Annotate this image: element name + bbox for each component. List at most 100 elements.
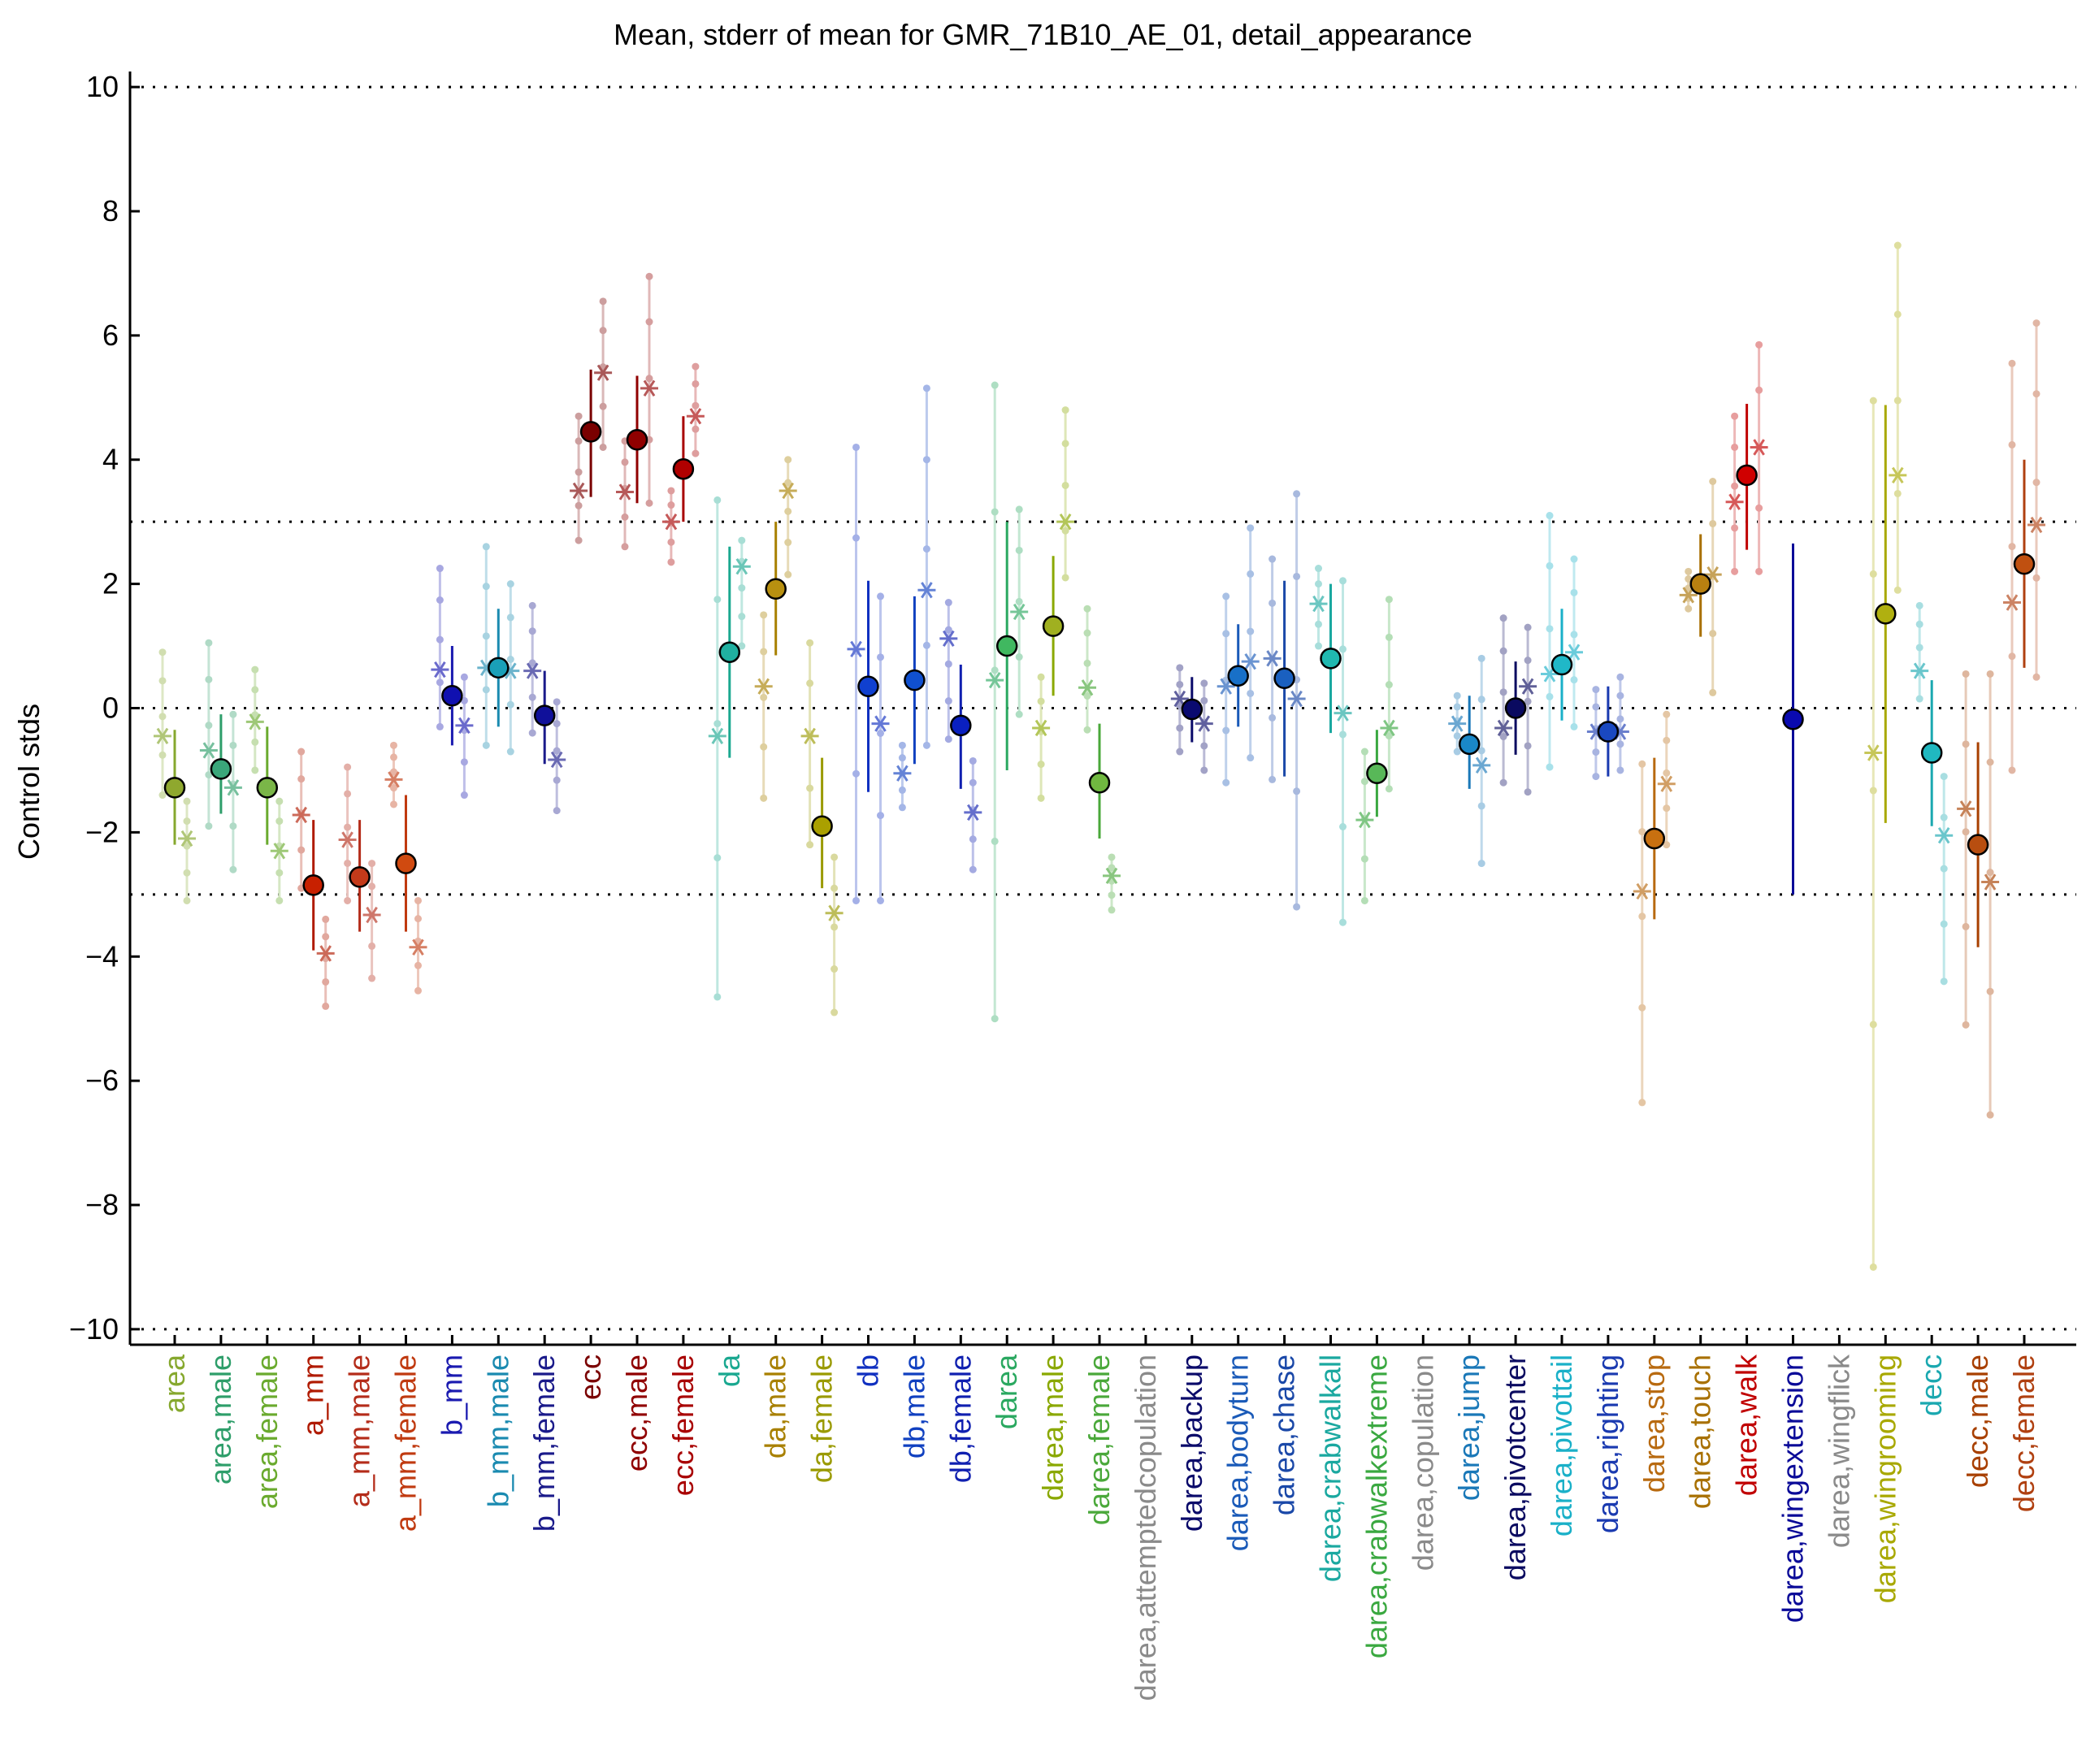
sample-point-1 — [1499, 733, 1507, 741]
mean-point — [441, 684, 463, 707]
sample-point-1 — [991, 381, 999, 389]
mean-point — [1597, 721, 1620, 743]
sample-point-1 — [1315, 565, 1322, 573]
sample-point-1 — [621, 458, 629, 466]
sample-point-1 — [1685, 575, 1693, 583]
subgroup-mean-2 — [1241, 653, 1260, 670]
sample-point-2 — [922, 545, 930, 553]
sample-point-1 — [2008, 543, 2016, 551]
sample-point-1 — [1869, 397, 1877, 405]
sample-point-2 — [1616, 673, 1624, 681]
sample-point-2 — [1293, 572, 1301, 580]
sample-point-1 — [667, 501, 675, 509]
sample-point-1 — [1360, 778, 1368, 786]
sample-point-1 — [390, 753, 397, 761]
sample-point-2 — [553, 776, 561, 784]
sample-point-1 — [1869, 787, 1877, 795]
sample-point-1 — [944, 735, 952, 743]
sample-point-2 — [738, 613, 746, 621]
category-group — [1541, 512, 1583, 771]
subgroup-mean-1 — [2003, 594, 2021, 611]
sample-point-2 — [368, 882, 376, 891]
x-tick-label: da — [713, 1354, 746, 1387]
sample-point-1 — [667, 487, 675, 495]
axes — [128, 72, 2076, 1346]
subgroup-mean-1 — [1078, 679, 1096, 696]
subgroup-mean-1 — [1679, 587, 1698, 604]
y-ticks: 10 8 6 4 2 0 −2 −4 −6 −8 −10 — [69, 70, 140, 1346]
x-tick-label: a_mm,female — [389, 1354, 423, 1532]
sample-point-2 — [1940, 920, 1948, 928]
sample-point-2 — [645, 375, 653, 383]
sample-point-1 — [1037, 761, 1045, 769]
sample-point-2 — [599, 443, 607, 451]
sample-point-2 — [738, 642, 746, 650]
sample-point-2 — [1570, 555, 1578, 563]
sample-point-2 — [1893, 397, 1902, 405]
subgroup-mean-1 — [292, 806, 310, 824]
x-tick-label: darea,righting — [1591, 1354, 1624, 1533]
sample-point-2 — [645, 499, 653, 507]
subgroup-mean-1 — [939, 630, 958, 648]
sample-point-2 — [1061, 406, 1069, 414]
sample-point-2 — [1061, 527, 1069, 535]
sample-point-1 — [205, 771, 213, 779]
sample-point-2 — [830, 1008, 839, 1016]
sample-point-1 — [158, 677, 167, 685]
sample-point-2 — [1247, 689, 1255, 697]
mean-point — [765, 578, 787, 600]
sample-point-2 — [1108, 864, 1116, 872]
category-group — [1957, 670, 2000, 1119]
sample-point-2 — [1293, 787, 1301, 795]
sample-point-2 — [183, 896, 191, 904]
mean-point — [163, 777, 186, 799]
sample-point-2 — [1940, 977, 1948, 986]
category-group — [1448, 654, 1491, 868]
sample-point-1 — [1360, 748, 1368, 756]
mean-point — [395, 852, 417, 874]
sample-point-2 — [1385, 785, 1393, 793]
subgroup-mean-1 — [986, 671, 1004, 689]
sample-point-1 — [760, 648, 768, 656]
sample-point-2 — [1385, 732, 1393, 740]
sample-point-1 — [1315, 620, 1322, 628]
sample-point-1 — [1546, 692, 1554, 700]
sample-point-1 — [158, 648, 167, 657]
sample-point-1 — [852, 534, 860, 542]
sample-point-2 — [1663, 710, 1671, 718]
sample-point-1 — [1731, 524, 1739, 532]
sample-point-1 — [852, 769, 860, 778]
mean-point — [1320, 648, 1342, 670]
sample-point-1 — [1869, 1021, 1877, 1029]
category-group — [1032, 406, 1075, 802]
x-tick-label: ecc — [574, 1354, 607, 1400]
y-tick-label: −10 — [69, 1312, 119, 1346]
sample-point-2 — [414, 961, 422, 969]
subgroup-mean-1 — [570, 482, 588, 500]
sample-point-1 — [621, 543, 629, 551]
sample-point-2 — [368, 974, 376, 982]
y-tick-label: 2 — [102, 567, 119, 600]
sample-point-1 — [852, 443, 860, 451]
subgroup-mean-1 — [1957, 800, 1975, 817]
sample-point-1 — [251, 686, 259, 694]
sample-point-2 — [506, 580, 514, 588]
x-tick-label: a_mm — [297, 1354, 330, 1436]
sample-point-2 — [1477, 860, 1485, 868]
sample-point-1 — [1360, 855, 1368, 863]
sample-point-2 — [275, 869, 284, 877]
subgroup-mean-1 — [523, 662, 542, 679]
sample-point-2 — [1940, 813, 1948, 821]
category-group — [1263, 490, 1306, 911]
subgroup-mean-2 — [1750, 439, 1768, 456]
sample-point-1 — [1315, 580, 1322, 588]
sample-point-1 — [1546, 625, 1554, 633]
sample-point-1 — [1731, 567, 1739, 575]
subgroup-mean-1 — [154, 727, 171, 745]
sample-point-2 — [1986, 987, 1994, 995]
sample-point-2 — [1940, 773, 1948, 781]
sample-point-1 — [205, 722, 213, 730]
sample-point-1 — [1685, 567, 1693, 575]
subgroup-mean-1 — [1263, 650, 1282, 667]
category-group — [986, 381, 1029, 1023]
